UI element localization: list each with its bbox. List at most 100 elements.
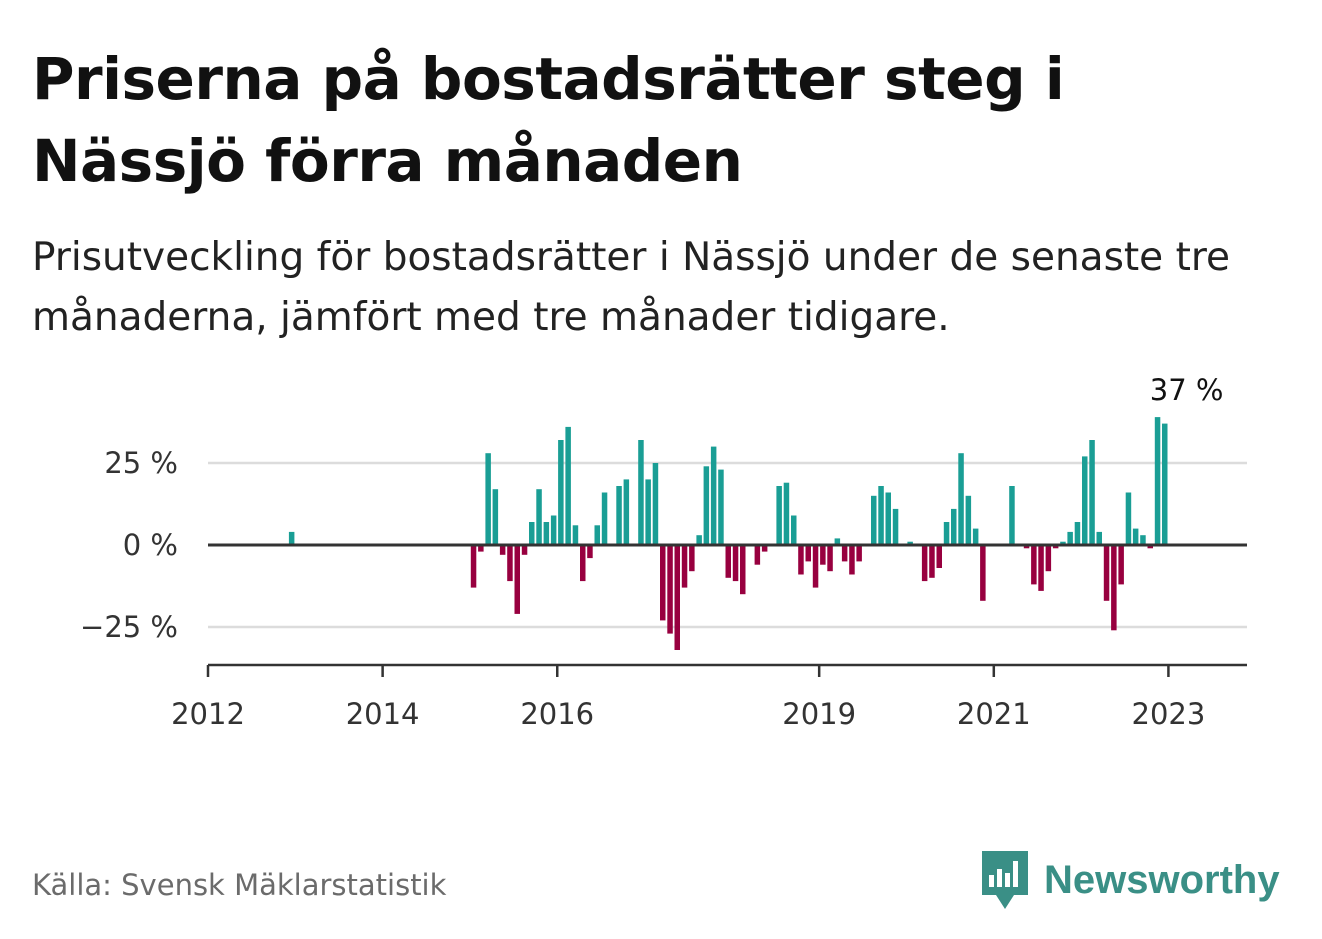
bar bbox=[718, 469, 724, 545]
bar bbox=[725, 545, 731, 578]
bar bbox=[558, 440, 564, 545]
bar bbox=[1060, 541, 1066, 545]
bar bbox=[980, 545, 986, 601]
bar bbox=[1096, 531, 1102, 545]
bar bbox=[536, 489, 542, 545]
chart-subtitle: Prisutveckling för bostadsrätter i Nässj… bbox=[32, 235, 1231, 340]
x-tick-label: 2014 bbox=[346, 697, 420, 731]
bar bbox=[965, 495, 972, 545]
bar bbox=[507, 545, 513, 582]
bar bbox=[1111, 545, 1117, 631]
bar bbox=[754, 545, 761, 565]
y-tick-label: −25 % bbox=[80, 610, 178, 644]
bar bbox=[587, 545, 593, 559]
x-tick-label: 2019 bbox=[782, 697, 856, 731]
bar bbox=[849, 545, 855, 575]
source-note: Källa: Svensk Mäklarstatistik bbox=[32, 868, 447, 902]
bar bbox=[972, 528, 979, 545]
bar bbox=[1009, 486, 1015, 545]
bar bbox=[871, 495, 877, 545]
newsworthy-logo-icon bbox=[982, 851, 1028, 909]
bar bbox=[776, 486, 782, 545]
bar bbox=[623, 479, 630, 545]
bar bbox=[885, 492, 891, 545]
bar bbox=[1089, 440, 1095, 545]
bar bbox=[1154, 417, 1161, 545]
bar bbox=[529, 522, 535, 545]
bar bbox=[856, 545, 862, 562]
bar bbox=[878, 486, 884, 545]
bar bbox=[710, 446, 717, 545]
y-tick-label: 0 % bbox=[123, 528, 178, 562]
bar bbox=[565, 426, 571, 545]
bar bbox=[645, 479, 651, 545]
x-tick-label: 2012 bbox=[171, 697, 245, 731]
bar bbox=[783, 482, 790, 545]
bar bbox=[834, 538, 841, 545]
bar bbox=[1038, 545, 1044, 591]
y-tick-label: 25 % bbox=[104, 446, 178, 480]
tick-labels: −25 % 0 % 25 % 2012 2014 2016 2019 2021 2023 bbox=[80, 446, 1205, 731]
bar bbox=[703, 466, 710, 545]
bar bbox=[1082, 456, 1088, 545]
bar bbox=[1052, 545, 1059, 549]
bar bbox=[1103, 545, 1110, 601]
bar bbox=[288, 531, 295, 545]
bar bbox=[1125, 492, 1132, 545]
bar bbox=[1045, 545, 1052, 572]
latest-value-annotation: 37 % bbox=[1150, 373, 1224, 407]
bar bbox=[820, 545, 826, 565]
bar bbox=[485, 453, 491, 545]
bar bbox=[929, 545, 935, 578]
bar bbox=[580, 545, 586, 582]
gridlines bbox=[208, 461, 1247, 629]
x-tick-label: 2023 bbox=[1132, 697, 1206, 731]
bar bbox=[951, 508, 957, 545]
x-tick-label: 2016 bbox=[520, 697, 594, 731]
bar bbox=[660, 545, 666, 621]
bar bbox=[740, 545, 746, 595]
bar bbox=[594, 525, 600, 545]
bar bbox=[696, 535, 702, 545]
bar bbox=[514, 545, 520, 614]
bar bbox=[907, 541, 913, 545]
bar bbox=[601, 492, 608, 545]
bar bbox=[732, 545, 739, 582]
bar bbox=[638, 440, 644, 545]
brand-name: Newsworthy bbox=[1044, 857, 1280, 902]
bar bbox=[812, 545, 819, 588]
bar bbox=[841, 545, 848, 562]
bar bbox=[936, 545, 942, 568]
bar bbox=[572, 525, 579, 545]
bar bbox=[1031, 545, 1037, 585]
bar bbox=[943, 522, 950, 545]
bar bbox=[1067, 531, 1073, 545]
bar bbox=[674, 545, 680, 650]
bar-chart: −25 % 0 % 25 % 2012 2014 2016 2019 2021 2023 37 … bbox=[80, 373, 1247, 731]
bar bbox=[827, 545, 833, 572]
bar bbox=[1147, 545, 1153, 549]
bar bbox=[1118, 545, 1124, 585]
bar bbox=[1162, 423, 1168, 545]
bar bbox=[667, 545, 673, 634]
bar bbox=[892, 508, 899, 545]
axes bbox=[206, 543, 1247, 677]
bar bbox=[499, 545, 506, 555]
bar bbox=[958, 453, 964, 545]
bar bbox=[478, 545, 484, 552]
bar bbox=[543, 522, 550, 545]
chart-title: Priserna på bostadsrätter steg i Nässjö … bbox=[32, 45, 1065, 195]
bar bbox=[492, 489, 499, 545]
x-tick-label: 2021 bbox=[957, 697, 1031, 731]
bar bbox=[521, 545, 528, 555]
bar bbox=[1132, 528, 1139, 545]
bar bbox=[1074, 522, 1081, 545]
bar bbox=[921, 545, 928, 582]
bar bbox=[798, 545, 804, 575]
bar bbox=[1140, 535, 1146, 545]
bar bbox=[470, 545, 477, 588]
bar bbox=[805, 545, 811, 562]
bar bbox=[550, 515, 557, 545]
bar bbox=[689, 545, 695, 572]
newsworthy-logo: Newsworthy bbox=[980, 848, 1280, 912]
